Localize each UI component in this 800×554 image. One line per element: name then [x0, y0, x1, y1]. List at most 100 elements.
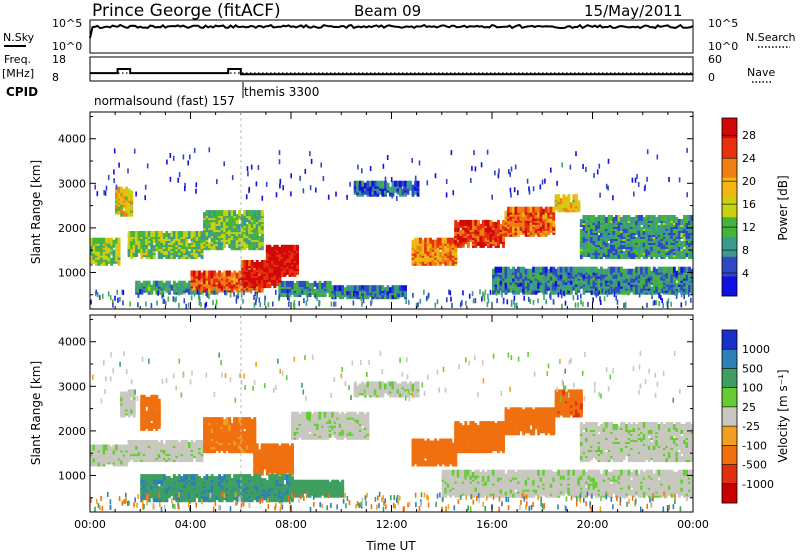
- echo-cell: [90, 253, 93, 260]
- echo-cell: [394, 186, 397, 193]
- echo-cell: [183, 247, 186, 254]
- echo-cell: [150, 440, 154, 446]
- echo-cell: [240, 423, 244, 430]
- echo-cell: [617, 286, 621, 293]
- noise-strip-frame: [89, 19, 694, 54]
- echo-cell: [228, 425, 232, 432]
- echo-cell: [667, 245, 671, 252]
- echo-cell: [224, 290, 226, 296]
- echo-cell: [157, 253, 161, 260]
- echo-cell: [358, 291, 362, 298]
- echo-cell: [384, 291, 387, 298]
- echo-cell: [328, 280, 332, 287]
- echo-cell: [439, 251, 443, 258]
- echo-cell: [680, 231, 684, 237]
- echo-cell: [605, 231, 608, 237]
- echo-cell: [582, 251, 586, 258]
- echo-cell: [333, 294, 335, 300]
- echo-cell: [147, 454, 151, 461]
- echo-cell: [549, 282, 553, 289]
- cpid-segment-normalsound: normalsound (fast) 157: [94, 94, 235, 108]
- echo-cell: [479, 289, 481, 295]
- echo-cell: [532, 226, 536, 233]
- echo-cell: [205, 230, 209, 237]
- echo-cell: [499, 278, 503, 285]
- echo-cell: [228, 417, 232, 424]
- echo-cell: [670, 276, 674, 283]
- echo-cell: [283, 244, 287, 251]
- echo-cell: [220, 228, 224, 235]
- echo-cell: [318, 300, 321, 306]
- echo-cell: [90, 444, 93, 451]
- echo-cell: [424, 243, 428, 250]
- echo-cell: [248, 218, 252, 225]
- echo-cell: [522, 282, 526, 289]
- echo-cell: [233, 276, 237, 283]
- echo-cell: [238, 437, 242, 444]
- echo-cell: [165, 446, 169, 453]
- echo-cell: [519, 210, 523, 217]
- echo-cell: [208, 222, 211, 229]
- echo-cell: [686, 147, 688, 153]
- echo-cell: [660, 266, 664, 273]
- echo-cell: [587, 282, 591, 289]
- echo-cell: [117, 204, 121, 211]
- echo-cell: [273, 258, 277, 265]
- nave-label: Nave: [747, 66, 775, 79]
- echo-cell: [598, 163, 601, 169]
- echo-cell: [258, 262, 262, 268]
- echo-cell: [394, 291, 397, 298]
- echo-cell: [288, 252, 292, 259]
- echo-cell: [502, 241, 505, 248]
- echo-cell: [411, 158, 413, 163]
- echo-cell: [255, 214, 259, 221]
- echo-cell: [599, 192, 601, 198]
- echo-cell: [210, 417, 214, 424]
- echo-cell: [195, 188, 197, 194]
- echo-cell: [172, 296, 175, 302]
- echo-cell: [495, 290, 498, 296]
- echo-cell: [115, 184, 118, 190]
- echo-cell: [205, 290, 207, 296]
- echo-cell: [504, 272, 508, 279]
- echo-cell: [147, 231, 151, 237]
- echo-cell: [582, 215, 586, 221]
- echo-cell: [210, 284, 214, 291]
- echo-cell: [270, 262, 274, 269]
- power-echo-layer: [90, 147, 694, 309]
- echo-cell: [127, 407, 131, 414]
- echo-cell: [275, 192, 278, 198]
- echo-cell: [155, 412, 159, 419]
- echo-cell: [612, 272, 616, 279]
- echo-cell: [517, 266, 520, 273]
- echo-cell: [484, 235, 488, 242]
- echo-cell: [620, 280, 623, 287]
- echo-cell: [564, 300, 567, 306]
- echo-cell: [316, 282, 319, 289]
- echo-cell: [436, 299, 439, 305]
- echo-cell: [528, 189, 531, 195]
- echo-cell: [486, 302, 489, 308]
- echo-cell: [412, 292, 414, 298]
- echo-cell: [112, 456, 116, 463]
- echo-cell: [607, 272, 611, 279]
- echo-cell: [208, 274, 211, 281]
- echo-cell: [680, 302, 683, 308]
- echo-cell: [167, 233, 171, 239]
- echo-cell: [135, 231, 139, 237]
- echo-cell: [147, 249, 151, 256]
- echo-cell: [667, 239, 671, 245]
- echo-cell: [409, 184, 412, 191]
- echo-cell: [157, 280, 161, 287]
- echo-cell: [424, 257, 428, 264]
- echo-cell: [496, 298, 498, 304]
- echo-cell: [585, 221, 588, 227]
- echo-cell: [358, 188, 362, 195]
- echo-cell: [595, 266, 598, 273]
- echo-cell: [564, 196, 568, 203]
- echo-cell: [602, 233, 606, 239]
- echo-cell: [541, 179, 544, 185]
- echo-cell: [185, 282, 189, 289]
- echo-cell: [210, 224, 214, 231]
- echo-cell: [127, 393, 131, 400]
